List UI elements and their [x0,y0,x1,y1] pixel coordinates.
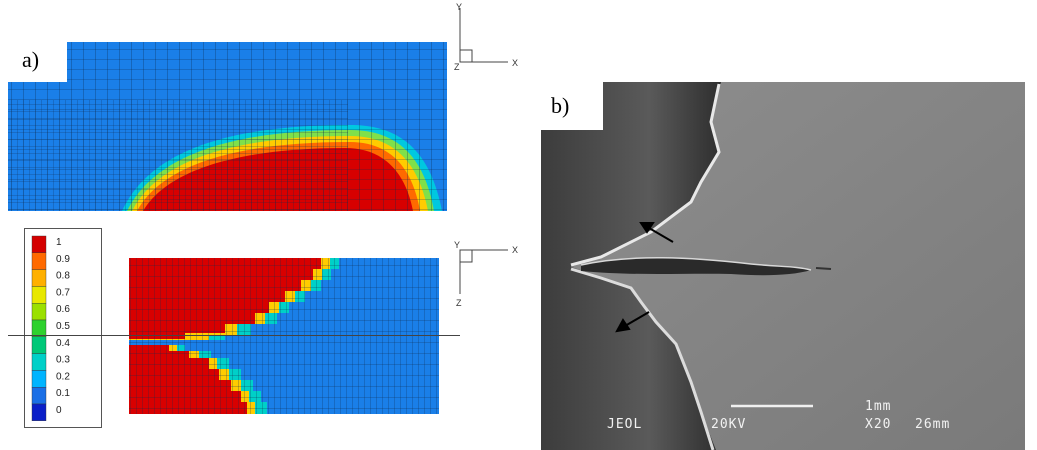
axis-triad-top: Y X Z [454,2,518,72]
legend-swatch [31,269,47,287]
axis-y-label-bottom: Y [454,240,460,250]
sem-micrograph: JEOL 20KV 1mm X20 26mm [541,82,1025,450]
legend-tick-label: 0 [56,405,62,416]
legend-tick-label: 0.7 [56,287,70,298]
legend-tick-label: 0.9 [56,254,70,265]
axis-triad-bottom: Y X Z [454,240,518,308]
legend-tick-label: 0.1 [56,388,70,399]
arrow-lower [615,311,650,333]
legend-tick-label: 0.2 [56,371,70,382]
legend-tick-label: 0.6 [56,304,70,315]
legend-swatch [31,336,47,354]
mid-plane-line [8,335,460,336]
sem-scale-value: 1mm [865,399,891,414]
axis-x-label-top: X [512,58,518,68]
legend-swatch [31,386,47,405]
sem-label-mag: X20 [865,417,891,432]
sem-label-wd: 26mm [915,417,950,432]
legend-swatch [31,370,47,388]
legend-swatch [31,252,47,270]
legend-tick-label: 0.8 [56,271,70,282]
sem-label-kv: 20KV [711,417,746,432]
legend-swatch [31,403,47,421]
panel-a-label: a) [8,40,66,80]
legend-tick-label: 0.4 [56,338,70,349]
legend-swatch [31,235,47,253]
axis-y-label-top: Y [456,2,462,12]
fe-mesh-bottom [129,258,439,414]
legend-tick-label: 0.3 [56,355,70,366]
legend-scale: 1 0.9 0.8 0.7 0.6 0.5 0.4 0.3 0.2 0.1 0 [31,235,70,421]
legend-swatch [31,353,47,371]
legend-tick-label: 1 [56,237,62,248]
fe-mesh-top [8,42,447,211]
axis-z-label-top: Z [454,62,460,72]
sem-label-left: JEOL [607,417,642,432]
legend-tick-label: 0.5 [56,321,70,332]
legend-swatch [31,286,47,304]
legend-swatch [31,302,47,321]
arrow-upper [639,222,674,243]
axis-x-label-bottom: X [512,245,518,255]
axis-z-label-bottom: Z [456,298,462,308]
panel-b-label: b) [541,82,603,130]
